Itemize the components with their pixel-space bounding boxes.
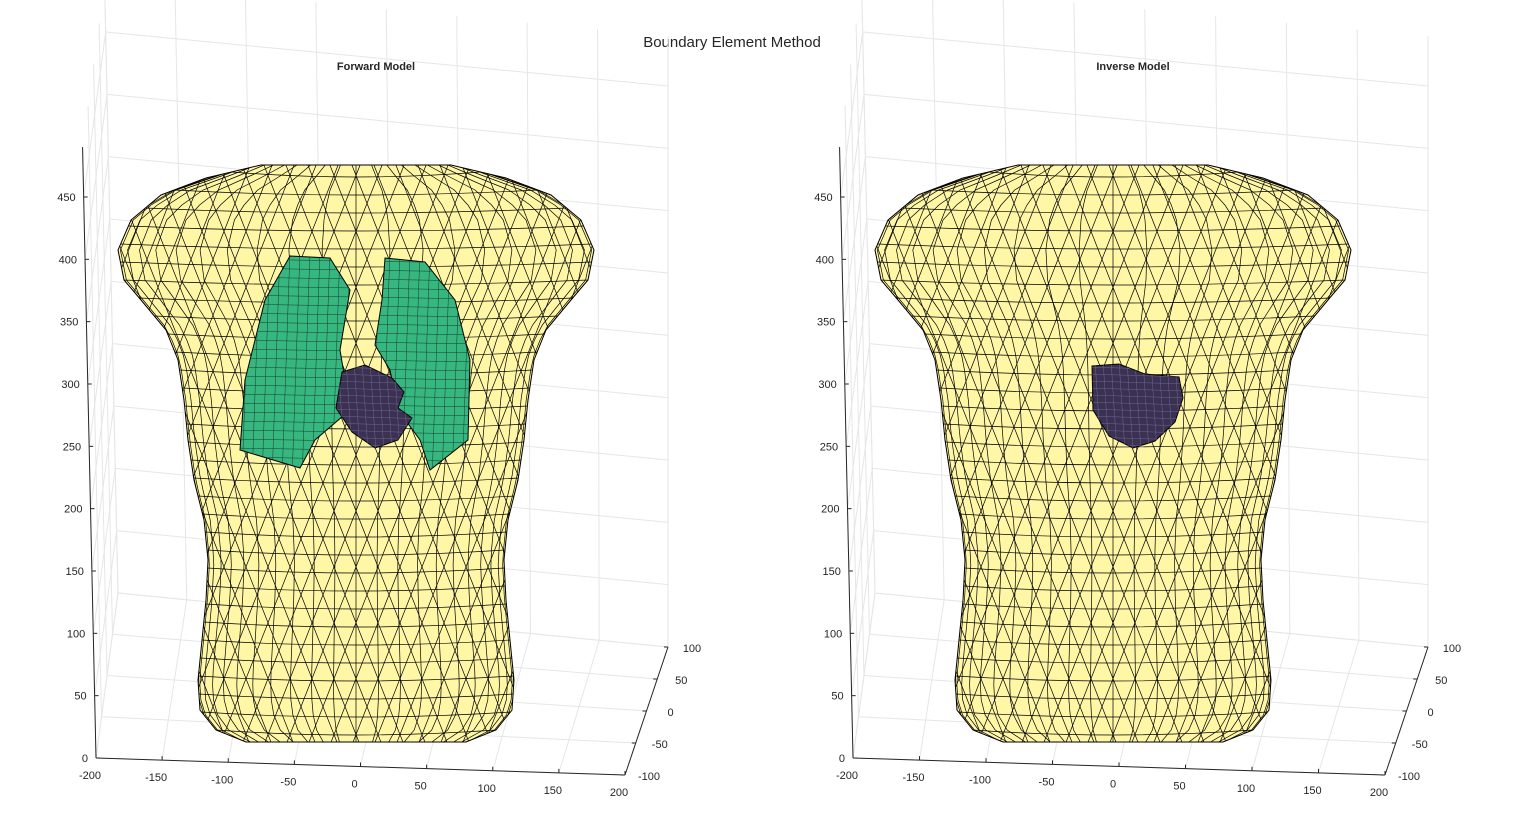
z-tick-label: 0	[82, 753, 88, 765]
z-tick-label: 250	[820, 441, 838, 453]
grid-line	[841, 94, 865, 260]
grid-line	[83, 31, 107, 198]
panel-title: Inverse Model	[1096, 61, 1169, 73]
grid-line	[93, 64, 108, 676]
grid-line	[85, 156, 109, 322]
grid-line	[863, 93, 1429, 149]
grid-line	[106, 93, 669, 149]
y-tick-label: 100	[1443, 643, 1461, 655]
z-tick-label: 350	[817, 317, 835, 329]
grid-line	[98, 23, 113, 635]
grid-line	[855, 23, 870, 635]
grid-line	[95, 592, 119, 759]
z-tick-label: 400	[816, 254, 834, 266]
z-tick-label: 300	[61, 379, 79, 391]
grid-line	[845, 281, 869, 447]
heart-fill	[1091, 363, 1184, 449]
grid-line	[104, 0, 119, 594]
x-tick-label: -200	[836, 770, 858, 782]
y-tick-label: 0	[667, 707, 673, 719]
panel-title: Forward Model	[337, 61, 415, 73]
grid-line	[851, 530, 875, 696]
grid-line	[844, 105, 859, 717]
x-tick-label: -150	[902, 772, 924, 784]
grid-line	[850, 64, 865, 676]
heart-surface	[335, 364, 413, 449]
grid-line	[94, 530, 118, 696]
grid-line	[597, 29, 600, 641]
y-tick-label: 0	[1427, 707, 1433, 719]
x-tick-label: -50	[1039, 776, 1055, 788]
z-tick-label: 100	[67, 628, 85, 640]
x-tick-label: 100	[1237, 783, 1255, 795]
x-tick-label: 150	[1303, 785, 1321, 797]
grid-line	[90, 343, 114, 509]
y-tick-label: -100	[638, 771, 660, 783]
y-tick-label: 50	[675, 675, 687, 687]
grid-line	[862, 31, 1429, 87]
y-tick-label: -100	[1398, 771, 1420, 783]
z-axis-line	[839, 147, 854, 759]
grid-line	[105, 31, 669, 87]
z-tick-label: 50	[74, 691, 86, 703]
grid-line	[849, 468, 873, 634]
z-tick-label: 450	[57, 192, 75, 204]
x-tick-label: -150	[145, 772, 167, 784]
x-tick-label: 150	[544, 785, 562, 797]
x-tick-label: -50	[280, 776, 296, 788]
z-tick-label: 450	[814, 192, 832, 204]
y-tick-label: -50	[1412, 739, 1428, 751]
z-tick-label: 250	[63, 441, 81, 453]
figure-title: Boundary Element Method	[643, 34, 821, 51]
z-tick-label: 150	[66, 566, 84, 578]
z-tick-label: 200	[821, 504, 839, 516]
left-lung	[239, 255, 351, 469]
x-tick-label: -100	[969, 774, 991, 786]
y-tick-label: 50	[1435, 675, 1447, 687]
z-tick-label: 350	[60, 317, 78, 329]
grid-line	[92, 468, 116, 634]
z-tick-label: 100	[824, 628, 842, 640]
z-tick-label: 0	[839, 753, 845, 765]
panel-inverse-model: -200 -150 -100 -50 0 50 100 150 200 -100 -50 0 50 100…	[814, 0, 1461, 799]
grid-line	[842, 156, 866, 322]
grid-line	[848, 405, 872, 572]
z-tick-label: 50	[831, 691, 843, 703]
z-tick-label: 400	[59, 254, 77, 266]
x-tick-label: -200	[79, 770, 101, 782]
grid-line	[840, 31, 864, 198]
panel-forward-model: -200 -150 -100 -50 0 50 100 150 200 -100 -50 0 50 100…	[57, 0, 701, 799]
torso-surface	[117, 164, 595, 743]
x-tick-label: 50	[1173, 781, 1185, 793]
grid-line	[852, 592, 876, 759]
grid-line	[861, 0, 876, 594]
grid-line	[1356, 29, 1360, 641]
z-axis-line	[82, 147, 97, 759]
z-tick-label: 300	[818, 379, 836, 391]
x-tick-label: -100	[211, 774, 233, 786]
y-tick-label: 100	[683, 643, 701, 655]
x-tick-label: 50	[415, 781, 427, 793]
grid-line	[87, 218, 111, 385]
heart-surface	[1091, 363, 1184, 449]
grid-line	[844, 218, 868, 385]
grid-line	[87, 105, 102, 717]
grid-line	[847, 343, 871, 509]
grid-line	[84, 94, 108, 260]
z-tick-label: 150	[823, 566, 841, 578]
x-tick-label: 0	[351, 779, 357, 791]
y-tick-label: -50	[652, 739, 668, 751]
x-tick-label: 200	[610, 787, 628, 799]
right-lung	[374, 257, 471, 471]
x-tick-label: 200	[1370, 787, 1388, 799]
x-tick-label: 0	[1110, 779, 1116, 791]
grid-line	[91, 405, 115, 572]
heart-fill	[335, 364, 413, 449]
grid-line	[88, 281, 112, 447]
z-tick-label: 200	[64, 504, 82, 516]
x-tick-label: 100	[478, 783, 496, 795]
